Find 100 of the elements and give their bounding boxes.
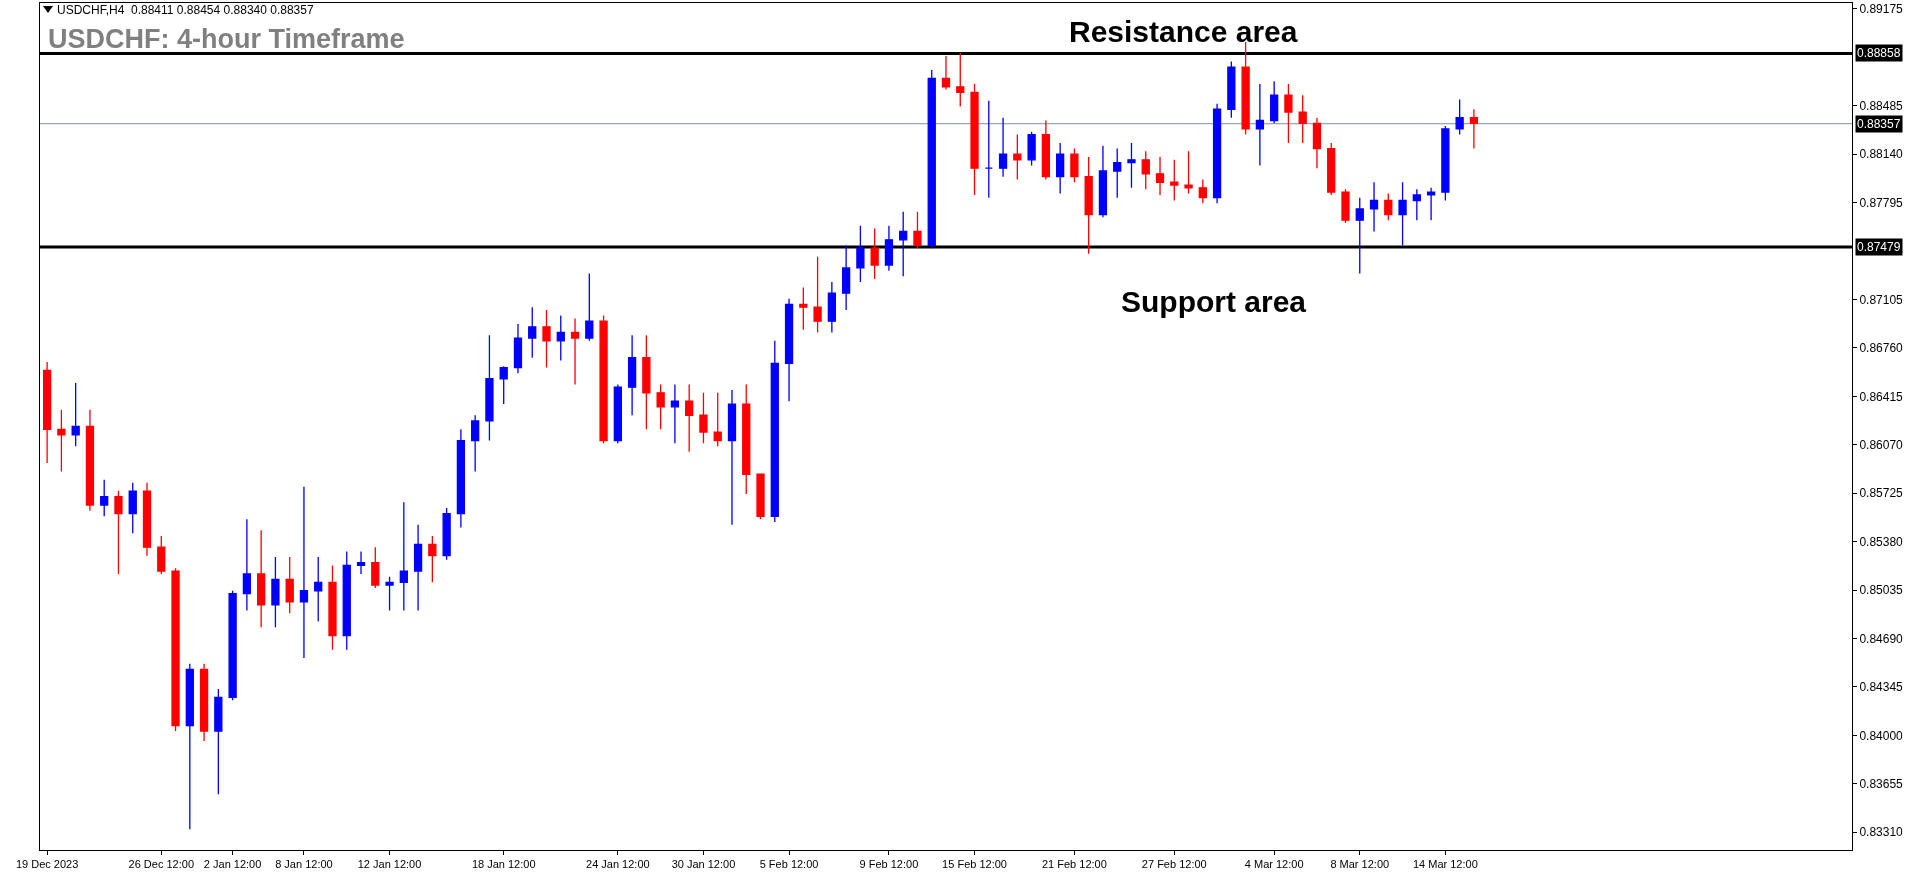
candlestick (413, 524, 423, 612)
candlestick (1355, 197, 1364, 275)
candlestick (870, 227, 879, 280)
x-tick-label: 8 Mar 12:00 (1330, 858, 1390, 871)
candlestick (1212, 103, 1222, 204)
candlestick (314, 556, 323, 623)
candlestick (342, 550, 351, 651)
candlestick (1027, 131, 1036, 167)
candlestick (642, 334, 651, 430)
candlestick (1255, 83, 1265, 167)
candlestick (570, 317, 580, 386)
x-tick-label: 26 Dec 12:00 (128, 858, 194, 871)
candlestick (1469, 108, 1479, 150)
candlestick (1384, 192, 1393, 221)
candlestick (927, 69, 936, 249)
candlestick (1098, 145, 1108, 218)
candlestick (513, 323, 523, 374)
candlestick (42, 361, 52, 464)
candlestick (727, 389, 737, 526)
candlestick (998, 117, 1008, 178)
y-tick-label: 0.86760 (1859, 341, 1904, 356)
candlestick (542, 309, 551, 369)
candlestick (1056, 142, 1065, 195)
y-tick-label: 0.87105 (1859, 292, 1904, 307)
candlestick (171, 567, 180, 732)
x-tick-label: 30 Jan 12:00 (671, 858, 736, 871)
candlestick (271, 556, 280, 628)
candlestick (471, 414, 480, 473)
candlestick (599, 314, 608, 444)
annotation: Resistance area (1069, 15, 1298, 48)
candlestick (1198, 178, 1207, 204)
candlestick (114, 490, 123, 575)
candlestick (1341, 188, 1350, 224)
candlestick (228, 590, 237, 701)
candlestick (699, 392, 708, 444)
y-tick-label: 0.87795 (1859, 195, 1904, 210)
candlestick (1141, 150, 1150, 190)
candlestick (214, 688, 223, 795)
candlestick (585, 272, 594, 342)
candlestick (670, 383, 680, 444)
x-tick-label: 21 Feb 12:00 (1041, 858, 1107, 871)
y-tick-label: 0.85380 (1859, 534, 1904, 549)
x-tick-label: 8 Jan 12:00 (275, 858, 333, 871)
y-tick-label: 0.84690 (1859, 631, 1904, 646)
candlestick (257, 529, 266, 628)
candlestick (1312, 117, 1322, 169)
candlestick (1013, 133, 1022, 181)
candlestick (1426, 187, 1436, 221)
candlestick (1127, 142, 1136, 189)
x-tick-label: 2 Jan 12:00 (203, 858, 262, 871)
candlestick (1369, 181, 1379, 233)
y-tick-label: 0.86415 (1859, 389, 1904, 404)
candlestick (442, 507, 451, 561)
candlestick (157, 535, 166, 575)
candlestick (71, 382, 80, 447)
candlestick (57, 409, 66, 473)
x-tick-label: 19 Dec 2023 (15, 858, 79, 871)
candlestick (1284, 83, 1293, 144)
candlestick (100, 479, 109, 517)
y-tick-label: 0.89175 (1859, 2, 1904, 17)
candlestick (385, 576, 394, 612)
candlestick (1227, 60, 1236, 119)
candlestick (242, 518, 252, 612)
candlestick (1113, 147, 1122, 199)
candlestick (1298, 94, 1307, 144)
candlestick (813, 255, 822, 334)
candlestick (371, 546, 380, 589)
candlestick (556, 314, 565, 362)
candlestick (499, 365, 508, 405)
candlestick (1155, 156, 1165, 196)
x-tick-label: 14 Mar 12:00 (1412, 858, 1478, 871)
candlestick (399, 501, 408, 612)
candlestick (913, 211, 922, 249)
candlestick (85, 409, 95, 512)
x-tick-label: 9 Feb 12:00 (859, 858, 919, 871)
x-tick-label: 12 Jan 12:00 (357, 858, 422, 871)
x-tick-label: 4 Mar 12:00 (1244, 858, 1304, 871)
candlestick (285, 556, 294, 614)
candlestick (299, 486, 309, 659)
candlestick (984, 100, 993, 199)
candlestick (756, 473, 765, 520)
y-tick-label: 0.88485 (1859, 98, 1904, 113)
candlestick (456, 428, 466, 529)
y-tick-label: 0.85725 (1859, 486, 1904, 501)
annotation: Support area (1121, 285, 1307, 318)
candlestick (770, 340, 779, 523)
candlestick (1270, 80, 1279, 124)
candlestick (970, 83, 979, 196)
candlestick (1184, 150, 1193, 195)
candlestick (1398, 181, 1407, 247)
x-tick-label: 5 Feb 12:00 (759, 858, 819, 871)
candlestick (1170, 159, 1179, 202)
y-tick-label: 0.83655 (1859, 776, 1904, 791)
y-tick-label: 0.85035 (1859, 583, 1904, 598)
candlestick (1412, 188, 1421, 221)
candlestick (799, 286, 808, 331)
annotation: USDCHF,H4 0.88411 0.88454 0.88340 0.88357 (57, 3, 314, 17)
x-tick-label: 24 Jan 12:00 (586, 858, 650, 871)
candlestick (1041, 119, 1051, 181)
candlestick (899, 211, 908, 277)
